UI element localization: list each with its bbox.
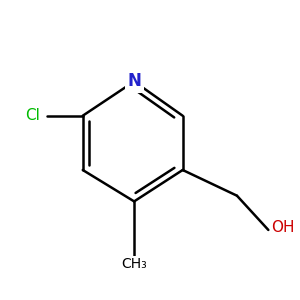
Text: CH₃: CH₃ [121, 257, 147, 271]
Text: Cl: Cl [25, 108, 40, 123]
Text: N: N [127, 73, 141, 91]
Text: OH: OH [271, 220, 295, 235]
